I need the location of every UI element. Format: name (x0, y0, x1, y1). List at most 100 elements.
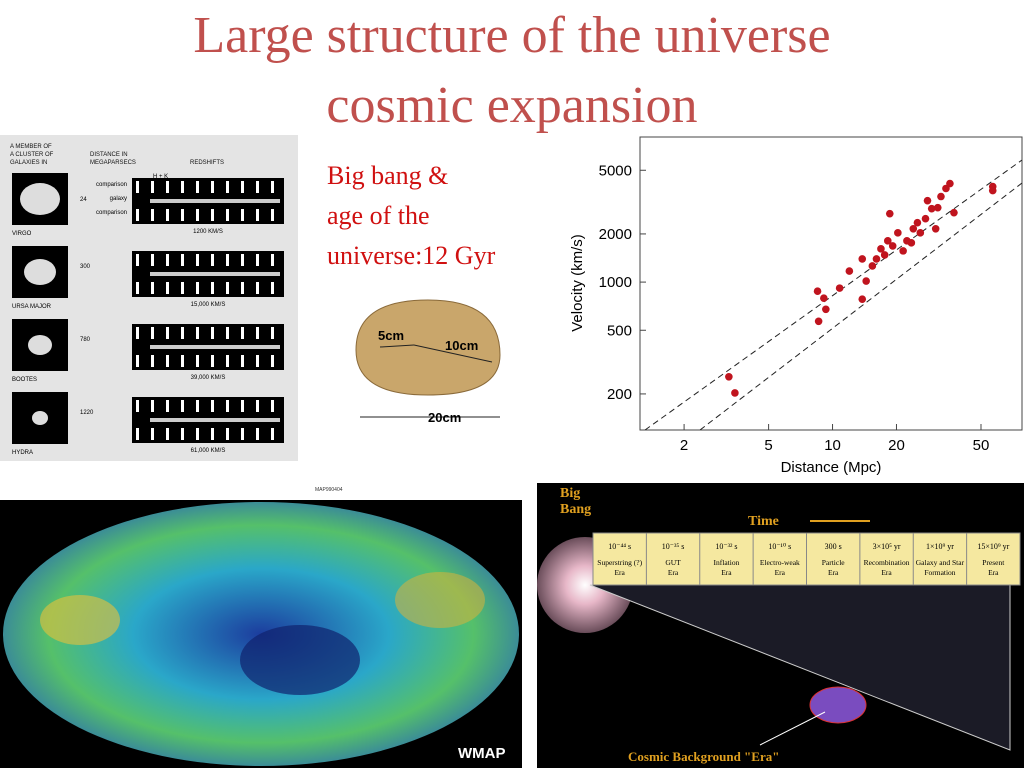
era-name: Era (614, 568, 625, 577)
era-name: Era (828, 568, 839, 577)
spectrum-line (166, 428, 169, 440)
spectrum-line (256, 327, 259, 339)
spectrum-line (166, 282, 169, 294)
era-name: Electro-weak (760, 558, 800, 567)
era-time: 1×10⁹ yr (926, 542, 954, 551)
era-time: 15×10⁹ yr (977, 542, 1009, 551)
spectrum-line (151, 355, 154, 367)
spectrum-line (241, 355, 244, 367)
spectrum-line (166, 209, 169, 221)
data-point (916, 229, 925, 237)
data-point (872, 255, 881, 263)
spectrum-line (271, 209, 274, 221)
data-point (725, 372, 733, 381)
spectrum-line (166, 327, 169, 339)
data-point (885, 209, 894, 218)
spectrum-line (136, 327, 139, 339)
big-bang-label: Bang (560, 502, 591, 517)
title: Large structure of the universe (193, 7, 830, 64)
spectrum-line (151, 327, 154, 339)
era-time: 300 s (825, 542, 842, 551)
galaxy (20, 183, 60, 215)
data-point (862, 277, 870, 285)
era-name: Era (721, 568, 732, 577)
data-point (921, 214, 930, 223)
balloon (355, 299, 501, 396)
sky-blob (40, 595, 120, 645)
data-point (883, 237, 892, 245)
y-tick-label: 2000 (599, 226, 632, 243)
spectrum-line (166, 181, 169, 193)
spectrum-line (181, 209, 184, 221)
galaxy-name: HYDRA (12, 450, 33, 456)
line-label: galaxy (110, 196, 127, 202)
era-name: Particle (822, 558, 846, 567)
spectrum-line (196, 428, 199, 440)
redshift: 39,000 KM/S (191, 375, 226, 381)
balloon-label: 10cm (445, 338, 478, 353)
spectrum-line (181, 327, 184, 339)
spectrum-line (211, 428, 214, 440)
spectrum-line (226, 428, 229, 440)
era-name: Era (775, 568, 786, 577)
y-tick-label: 5000 (599, 162, 632, 179)
arrow (759, 711, 826, 746)
spectrum-line (226, 282, 229, 294)
galaxy (24, 259, 56, 285)
galaxy-spectrum (150, 345, 280, 349)
spectrum-line (241, 428, 244, 440)
balloon-label: 20cm (428, 410, 461, 425)
distance: 1220 (80, 410, 94, 416)
plot-frame (639, 136, 1023, 431)
header: GALAXIES IN (10, 160, 47, 166)
spectrum-line (226, 254, 229, 266)
spectrum-line (196, 181, 199, 193)
spectrum-line (271, 400, 274, 412)
data-point (933, 203, 942, 212)
data-point (888, 242, 897, 250)
spectrum-line (211, 209, 214, 221)
redshift: 61,000 KM/S (191, 448, 226, 454)
spectrum-line (271, 355, 274, 367)
spectrum-line (196, 355, 199, 367)
era-name: Present (982, 558, 1005, 567)
data-point (835, 284, 844, 292)
distance: 24 (80, 197, 87, 203)
galaxy-name: URSA MAJOR (12, 304, 52, 310)
spectrum-line (136, 181, 139, 193)
line-label: comparison (96, 182, 127, 188)
spectrum-line (196, 282, 199, 294)
data-point (877, 245, 885, 253)
spectrum-line (256, 282, 259, 294)
spectrum-line (181, 282, 184, 294)
map-label: WMAP (458, 745, 506, 762)
galaxy-spectrum (150, 272, 280, 276)
x-tick-label: 5 (764, 437, 772, 454)
spectrum-line (271, 181, 274, 193)
x-tick-label: 20 (888, 437, 905, 454)
spectrum-line (181, 355, 184, 367)
spectrum-line (166, 355, 169, 367)
spectrum-line (271, 282, 274, 294)
data-point (946, 179, 954, 188)
galaxy-name: VIRGO (12, 231, 32, 237)
cmb-label: Cosmic Background "Era" (628, 749, 779, 764)
spectrum-line (181, 428, 184, 440)
y-tick-label: 500 (607, 322, 632, 339)
galaxy-spectrum (150, 199, 280, 203)
data-point (858, 255, 867, 263)
data-point (913, 218, 922, 227)
spectrum-line (151, 400, 154, 412)
data-point (899, 247, 907, 255)
spectrum-line (211, 181, 214, 193)
era-name: Formation (924, 568, 955, 577)
spectrum-line (271, 428, 274, 440)
spectrum-line (241, 282, 244, 294)
data-point (923, 196, 932, 205)
hk: H + K (153, 174, 168, 180)
spectrum-line (241, 181, 244, 193)
trend-line (644, 159, 1022, 430)
spectrum-line (256, 181, 259, 193)
era-time: 10⁻¹⁰ s (768, 542, 791, 551)
